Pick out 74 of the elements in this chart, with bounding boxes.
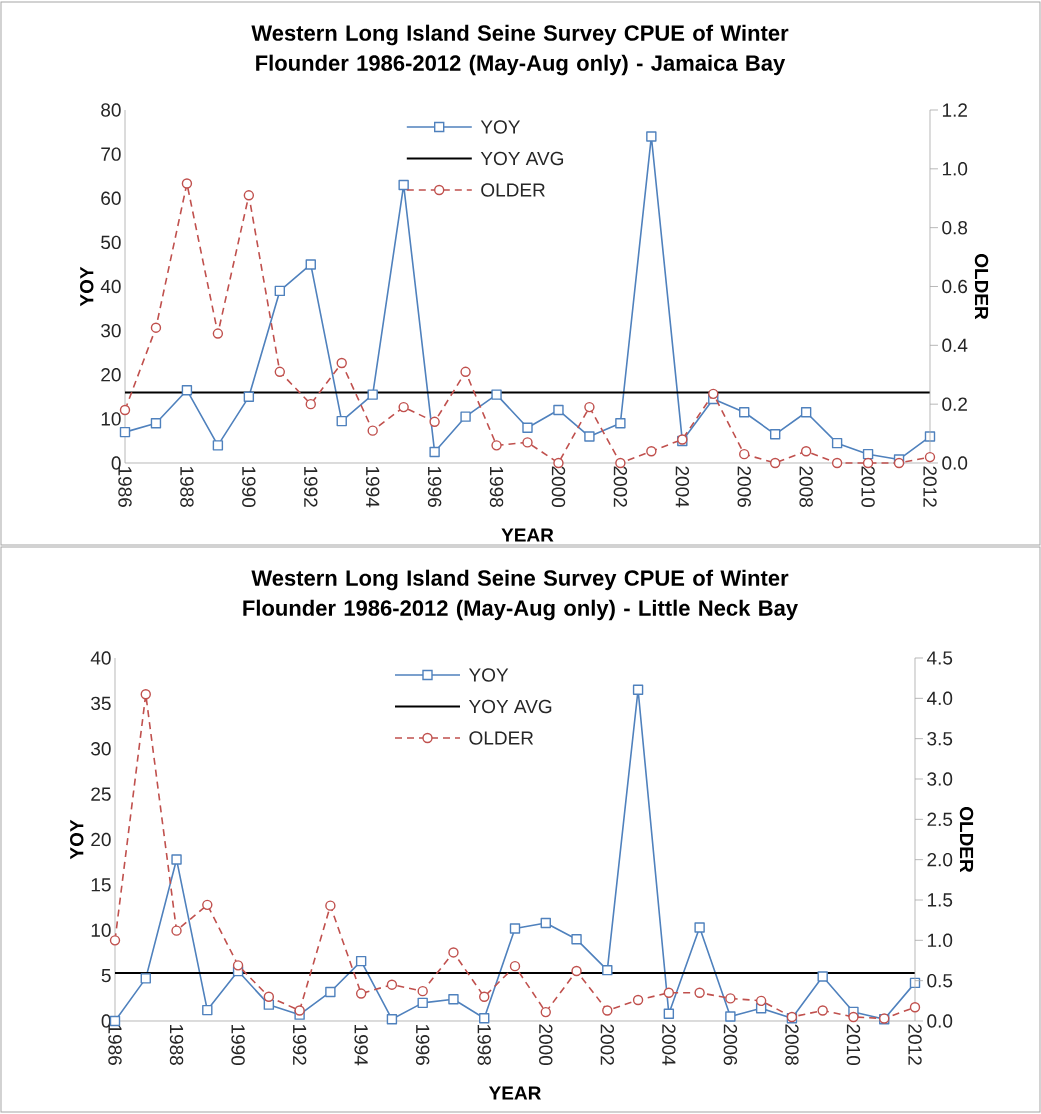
y-tick-label: 60 xyxy=(101,191,121,205)
x-tick-label: 1992 xyxy=(292,1024,307,1065)
x-tick-label: 2012 xyxy=(908,1024,922,1065)
y-tick-label: 40 xyxy=(90,651,111,665)
y2-tick-label: 0.0 xyxy=(927,1014,953,1028)
y-tick-label: 50 xyxy=(101,235,121,250)
y2-tick-label: 4.5 xyxy=(926,651,953,665)
x-tick-label: 1996 xyxy=(427,466,442,507)
x-tick-label: 2000 xyxy=(539,1024,553,1066)
legend-label: YOY AVG xyxy=(480,151,564,166)
y-tick-label: 20 xyxy=(101,368,121,382)
x-tick-label: 1994 xyxy=(365,466,380,508)
x-tick-label: 1992 xyxy=(304,466,318,507)
y2-tick-label: 0.4 xyxy=(942,338,968,353)
x-tick-label: 1994 xyxy=(354,1024,368,1066)
y2-tick-label: 2.0 xyxy=(927,852,953,867)
y-tick-label: 5 xyxy=(101,969,111,983)
y2-tick-label: 2.5 xyxy=(927,812,953,827)
x-tick-label: 1998 xyxy=(489,466,504,507)
y2-tick-label: 0.2 xyxy=(942,397,967,411)
x-tick-label: 1990 xyxy=(242,466,256,508)
x-tick-label: 1988 xyxy=(180,466,194,507)
y2-tick-label: 0.0 xyxy=(942,456,968,470)
y2-tick-label: 3.5 xyxy=(927,731,953,746)
y2-tick-label: 3.0 xyxy=(927,772,953,786)
y2-tick-label: 1.2 xyxy=(942,103,967,117)
legend-label: YOY AVG xyxy=(468,699,552,714)
y-tick-label: 30 xyxy=(91,742,111,756)
x-tick-label: 1990 xyxy=(231,1024,245,1066)
x-axis-title: YEAR xyxy=(501,528,554,542)
y-tick-label: 10 xyxy=(91,923,111,937)
legend-label: YOY xyxy=(468,668,509,682)
y-tick-label: 35 xyxy=(91,696,111,711)
x-tick-label: 2008 xyxy=(785,1024,799,1065)
x-tick-label: 2008 xyxy=(799,466,813,507)
y2-tick-label: 4.0 xyxy=(926,691,953,706)
x-tick-label: 2002 xyxy=(600,1024,615,1065)
x-tick-label: 2006 xyxy=(723,1024,738,1065)
x-tick-label: 2004 xyxy=(662,1024,676,1066)
y-tick-label: 10 xyxy=(101,412,121,426)
legend-label: YOY xyxy=(480,120,521,134)
legend-label: OLDER xyxy=(469,731,534,745)
x-tick-label: 2010 xyxy=(846,1024,861,1066)
y2-axis-title: OLDER xyxy=(959,807,974,873)
chart-title: Western Long Island Seine Survey CPUE of Winter Flounder 1986-2012 (May-Aug only) - Jamaica Bay xyxy=(251,24,789,76)
y-axis-title: YOY xyxy=(80,266,94,307)
y-tick-label: 40 xyxy=(100,279,121,294)
x-tick-label: 1988 xyxy=(169,1024,184,1065)
x-tick-label: 2000 xyxy=(551,466,566,508)
y-tick-label: 80 xyxy=(101,103,121,117)
y2-tick-label: 0.6 xyxy=(942,279,968,294)
y2-tick-label: 1.5 xyxy=(927,893,953,907)
y-tick-label: 25 xyxy=(91,787,111,801)
x-tick-label: 2004 xyxy=(675,466,690,508)
y2-tick-label: 0.8 xyxy=(942,220,968,235)
x-tick-label: 2002 xyxy=(613,466,628,507)
y2-tick-label: 1.0 xyxy=(927,933,953,948)
x-tick-label: 1986 xyxy=(108,1024,122,1065)
y2-axis-title: OLDER xyxy=(974,254,989,320)
y-tick-label: 70 xyxy=(101,147,121,161)
chart-title: Western Long Island Seine Survey CPUE of Winter Flounder 1986-2012 (May-Aug only) - Little Neck Bay xyxy=(243,569,798,621)
x-tick-label: 2010 xyxy=(861,466,875,508)
y-tick-label: 20 xyxy=(91,832,111,847)
y-axis-title: YOY xyxy=(70,819,84,860)
x-tick-label: 2006 xyxy=(737,466,751,507)
y2-tick-label: 1.0 xyxy=(942,162,968,176)
x-tick-label: 2012 xyxy=(923,466,937,507)
y-tick-label: 30 xyxy=(101,323,121,338)
y2-tick-label: 0.5 xyxy=(927,973,953,988)
legend-label: OLDER xyxy=(481,183,545,197)
y-tick-label: 15 xyxy=(91,878,111,892)
x-tick-label: 1996 xyxy=(415,1024,430,1065)
x-tick-label: 1998 xyxy=(477,1024,491,1065)
x-axis-title: YEAR xyxy=(488,1086,541,1100)
